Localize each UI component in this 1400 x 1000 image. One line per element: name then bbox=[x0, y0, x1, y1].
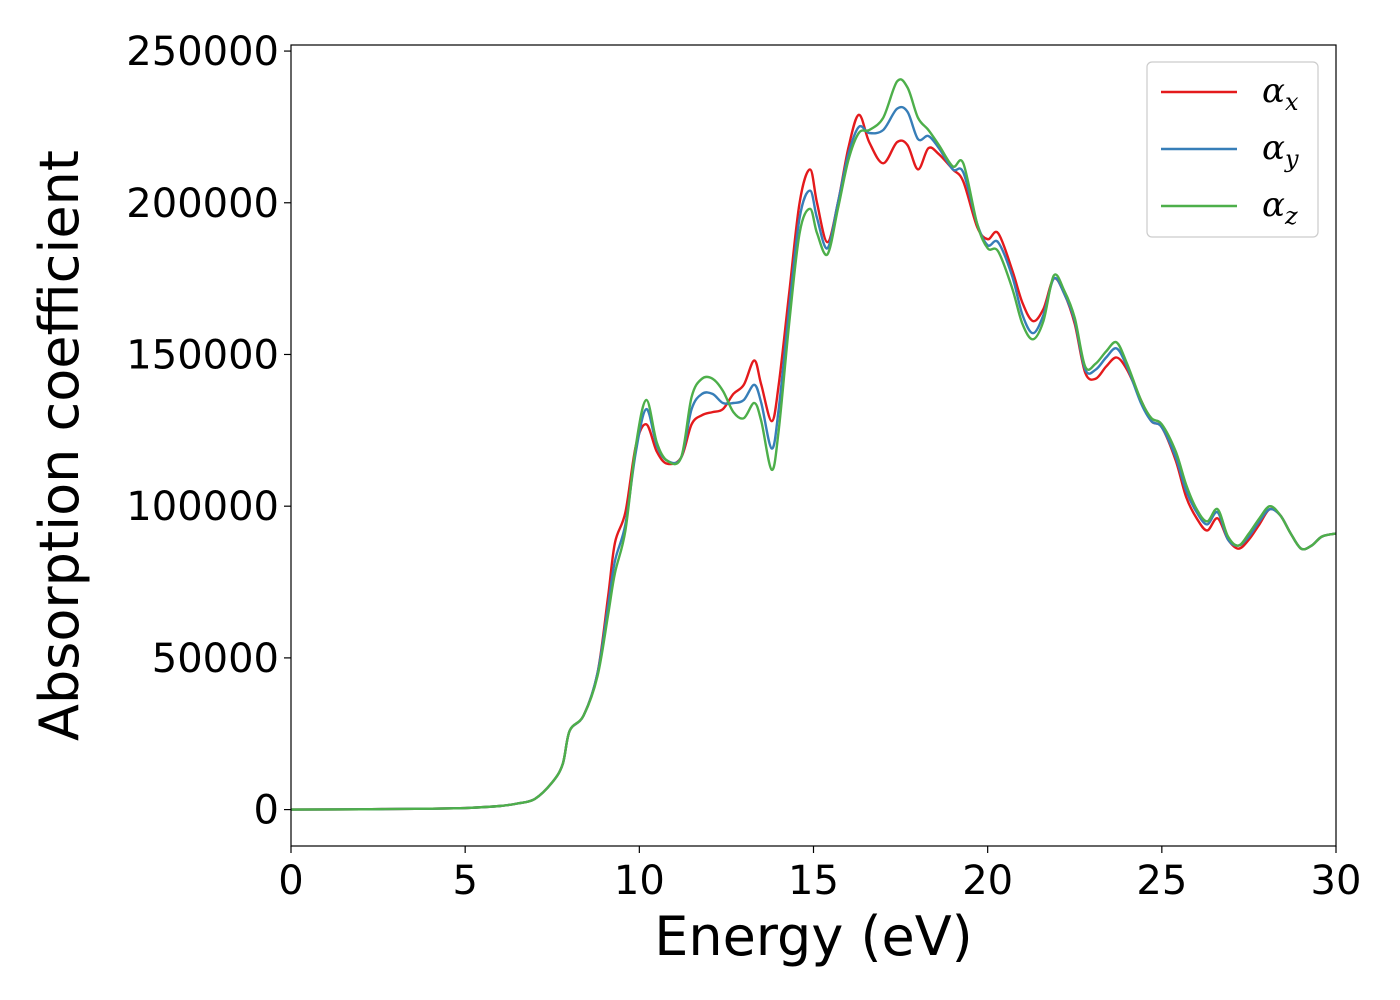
y-axis-label: Absorption coefficient bbox=[28, 150, 91, 741]
x-axis-label: Energy (eV) bbox=[654, 905, 973, 968]
legend-entry-alpha-z: αz bbox=[1262, 185, 1298, 230]
y-tick-label: 0 bbox=[254, 788, 279, 834]
x-tick-label: 25 bbox=[1136, 858, 1187, 904]
x-tick-label: 10 bbox=[614, 858, 665, 904]
y-axis: 0 50000 100000 150000 200000 250000 bbox=[126, 29, 291, 834]
series-line-alpha-z bbox=[291, 78, 1336, 811]
x-tick-label: 0 bbox=[278, 858, 303, 904]
legend-entry-alpha-y: αy bbox=[1262, 128, 1299, 173]
series-line-alpha-y bbox=[291, 105, 1336, 811]
x-tick-label: 30 bbox=[1311, 858, 1362, 904]
series-layer bbox=[291, 78, 1336, 811]
y-tick-label: 150000 bbox=[126, 332, 279, 378]
x-tick-label: 20 bbox=[962, 858, 1013, 904]
series-line-alpha-x bbox=[291, 113, 1336, 811]
legend: αx αy αz bbox=[1146, 61, 1319, 238]
y-tick-label: 50000 bbox=[152, 636, 279, 682]
y-tick-label: 200000 bbox=[126, 181, 279, 227]
y-tick-label: 250000 bbox=[126, 29, 279, 75]
x-tick-label: 5 bbox=[452, 858, 477, 904]
y-tick-label: 100000 bbox=[126, 484, 279, 530]
legend-entry-alpha-x: αx bbox=[1262, 71, 1299, 116]
x-tick-label: 15 bbox=[788, 858, 839, 904]
x-axis: 0 5 10 15 20 25 30 bbox=[278, 846, 1361, 904]
